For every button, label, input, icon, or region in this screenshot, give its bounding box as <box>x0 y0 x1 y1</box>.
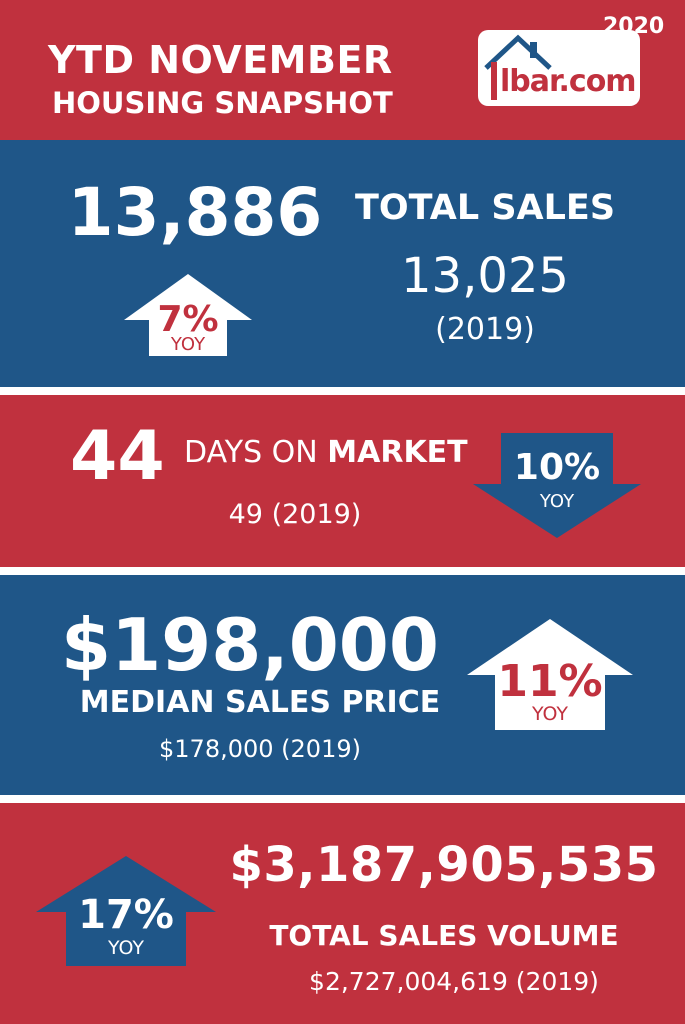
sales-volume-prior: $2,727,004,619 (2019) <box>309 967 599 996</box>
total-sales-prior-year: (2019) <box>435 312 535 347</box>
header-title-line1: YTD NOVEMBER <box>48 38 393 82</box>
up-arrow-icon <box>124 274 252 356</box>
days-on-market-label-plain: DAYS ON <box>184 435 328 470</box>
sales-volume-value: $3,187,905,535 <box>229 837 659 893</box>
days-on-market-change-label: YOY <box>539 491 575 512</box>
sales-volume-change-pct: 17% <box>78 892 174 938</box>
up-arrow-icon <box>36 856 216 966</box>
days-on-market-label: DAYS ON MARKET <box>184 435 468 470</box>
down-arrow-icon <box>473 433 641 538</box>
sales-volume-change-label: YOY <box>107 937 145 959</box>
header-title-line2: HOUSING SNAPSHOT <box>52 86 393 120</box>
total-sales-change-label: YOY <box>170 334 206 355</box>
logo: lbar.com <box>478 30 640 106</box>
days-on-market-band: 44 DAYS ON MARKET 49 (2019) 10% YOY <box>0 395 685 567</box>
days-on-market-prior: 49 (2019) <box>228 499 362 530</box>
house-roof-icon <box>484 34 552 100</box>
sales-volume-label: TOTAL SALES VOLUME <box>269 919 619 952</box>
total-sales-label: TOTAL SALES <box>354 188 616 228</box>
total-sales-change-pct: 7% <box>157 299 219 340</box>
header-band: YTD NOVEMBER HOUSING SNAPSHOT 2020 lbar.… <box>0 0 685 140</box>
days-on-market-value: 44 <box>70 417 165 496</box>
median-price-band: $198,000 MEDIAN SALES PRICE $178,000 (20… <box>0 575 685 795</box>
total-sales-value: 13,886 <box>67 174 323 251</box>
median-price-label: MEDIAN SALES PRICE <box>79 685 441 720</box>
median-price-value: $198,000 <box>60 603 440 687</box>
median-price-change-pct: 11% <box>497 656 603 707</box>
days-on-market-change-pct: 10% <box>513 447 601 488</box>
total-sales-prior-value: 13,025 <box>401 248 569 304</box>
median-price-prior: $178,000 (2019) <box>159 735 361 763</box>
days-on-market-label-bold: MARKET <box>327 435 468 470</box>
median-price-change-label: YOY <box>531 703 569 725</box>
logo-text: lbar.com <box>500 64 637 99</box>
sales-volume-band: 17% YOY $3,187,905,535 TOTAL SALES VOLUM… <box>0 803 685 1024</box>
total-sales-band: 13,886 7% YOY TOTAL SALES 13,025 (2019) <box>0 140 685 387</box>
up-arrow-icon <box>467 619 633 730</box>
